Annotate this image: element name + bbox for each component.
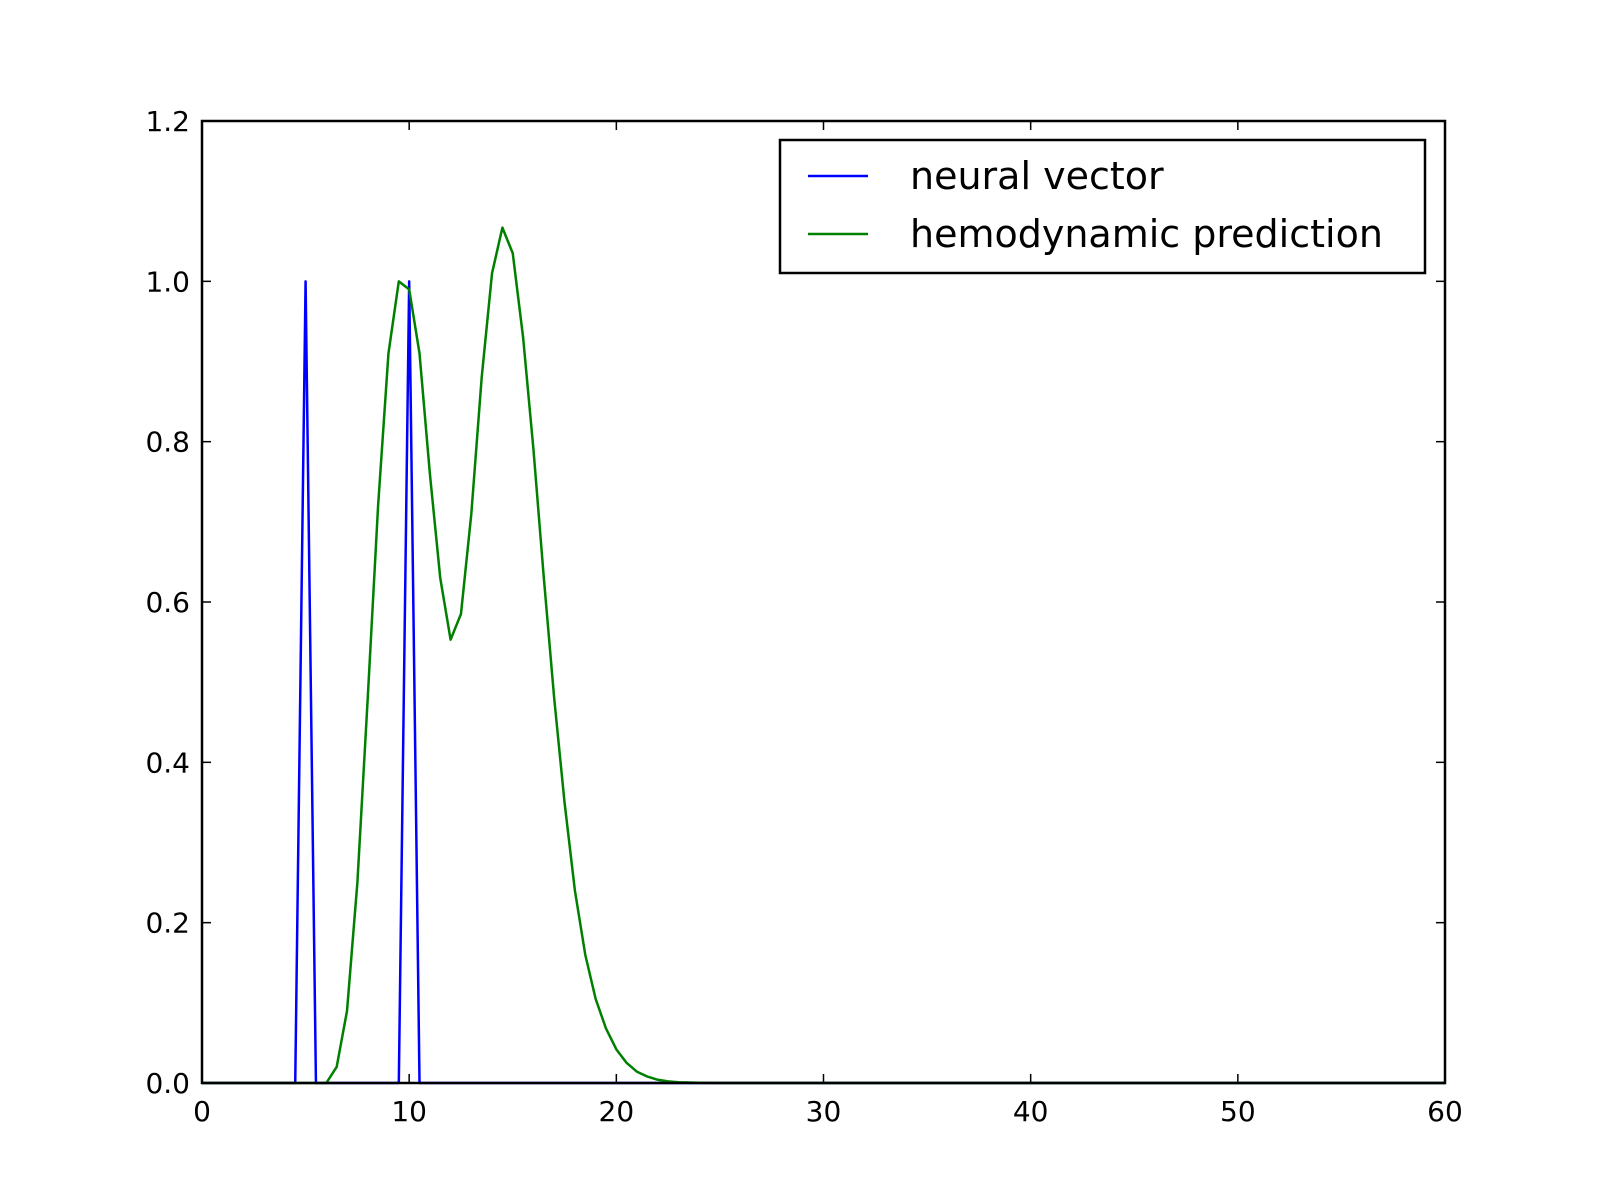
y-tick-label: 0.6 — [145, 586, 190, 619]
axis-tick-labels: 0 10 20 30 40 50 60 0.0 0.2 0.4 0.6 0.8 1.0 1.2 — [145, 105, 1462, 1128]
y-tick-label: 1.2 — [145, 105, 190, 138]
y-tick-label: 0.2 — [145, 907, 190, 940]
y-tick-label: 0.4 — [145, 746, 190, 779]
legend-label-1: hemodynamic prediction — [910, 212, 1383, 256]
legend-label-0: neural vector — [910, 154, 1164, 198]
x-tick-label: 20 — [599, 1095, 635, 1128]
plot-lines — [202, 226, 1445, 1085]
y-tick-label: 1.0 — [145, 265, 190, 298]
y-tick-label: 0.8 — [145, 426, 190, 459]
y-tick-label: 0.0 — [145, 1067, 190, 1100]
x-tick-label: 10 — [391, 1095, 427, 1128]
series-line-1 — [202, 226, 1445, 1085]
x-tick-label: 0 — [193, 1095, 211, 1128]
x-tick-label: 60 — [1427, 1095, 1463, 1128]
x-tick-label: 40 — [1013, 1095, 1049, 1128]
x-tick-label: 30 — [806, 1095, 842, 1128]
legend: neural vector hemodynamic prediction — [778, 138, 1427, 275]
series-line-0 — [202, 280, 1445, 1085]
legend-box — [778, 138, 1427, 275]
x-tick-label: 50 — [1220, 1095, 1256, 1128]
axis-ticks — [201, 120, 1446, 1084]
